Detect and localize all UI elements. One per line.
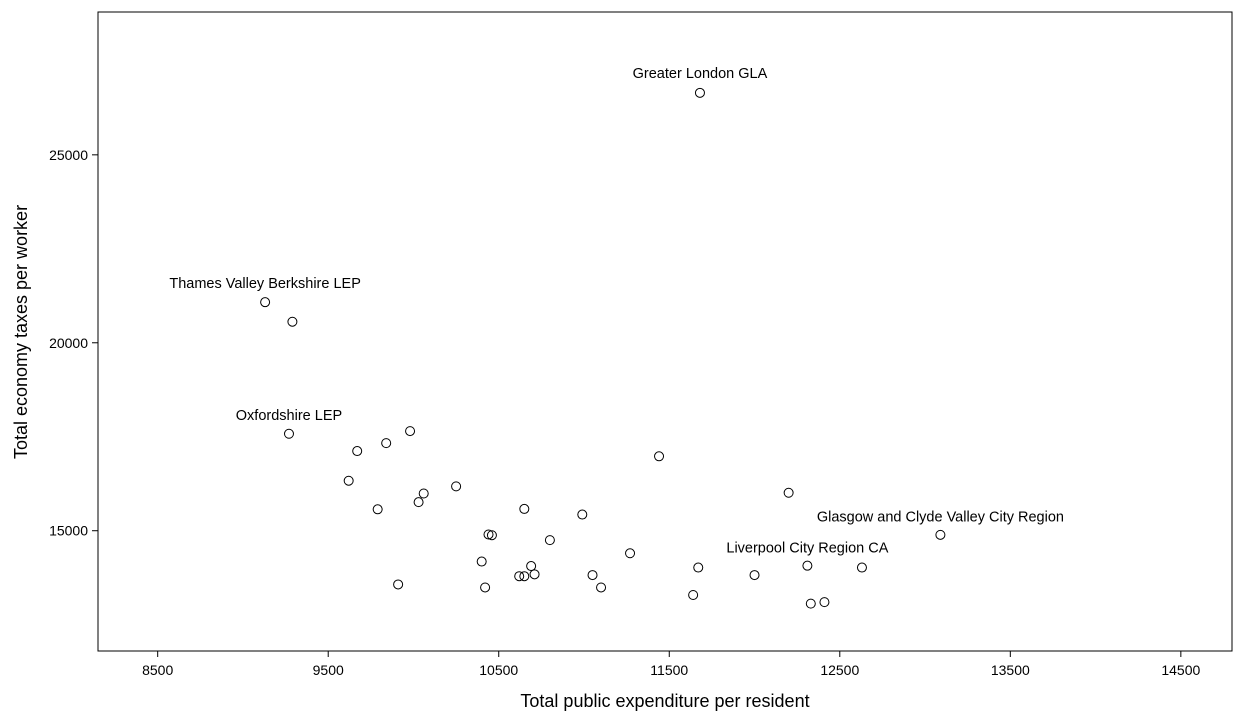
data-point xyxy=(654,451,665,462)
data-point xyxy=(486,530,497,541)
point-label: Oxfordshire LEP xyxy=(236,408,342,424)
y-axis: 15000 20000 25000 xyxy=(49,147,98,539)
point-label: Thames Valley Berkshire LEP xyxy=(169,276,361,292)
data-point xyxy=(483,529,494,540)
data-point xyxy=(405,426,416,437)
data-point xyxy=(749,570,760,581)
data-point xyxy=(596,582,607,593)
data-point xyxy=(519,571,530,582)
y-tick-label: 20000 xyxy=(49,335,88,351)
x-tick-label: 8500 xyxy=(142,662,173,678)
data-point xyxy=(805,598,816,609)
data-point xyxy=(526,561,537,572)
data-point xyxy=(480,582,491,593)
data-point xyxy=(519,503,530,514)
data-point xyxy=(283,428,294,439)
y-tick-label: 25000 xyxy=(49,147,88,163)
x-axis: 8500 9500 10500 11500 12500 13500 14500 xyxy=(142,651,1201,678)
data-point xyxy=(587,570,598,581)
data-point xyxy=(694,87,705,98)
data-point xyxy=(819,597,830,608)
data-points xyxy=(260,87,946,609)
data-point xyxy=(625,548,636,559)
y-tick-label: 15000 xyxy=(49,523,88,539)
data-point xyxy=(372,504,383,515)
data-point xyxy=(381,438,392,449)
data-point xyxy=(260,297,271,308)
data-point xyxy=(343,475,354,486)
x-tick-label: 14500 xyxy=(1161,662,1200,678)
data-point xyxy=(935,529,946,540)
x-tick-label: 12500 xyxy=(820,662,859,678)
data-point xyxy=(514,571,525,582)
x-tick-label: 13500 xyxy=(991,662,1030,678)
data-point xyxy=(544,535,555,546)
data-point xyxy=(287,316,298,327)
data-point xyxy=(577,509,588,520)
data-point xyxy=(688,589,699,600)
data-point xyxy=(393,579,404,590)
x-tick-label: 11500 xyxy=(650,662,688,678)
point-annotations: Greater London GLA Thames Valley Berkshir… xyxy=(169,66,1064,557)
data-point xyxy=(413,497,424,508)
point-label: Greater London GLA xyxy=(633,66,768,82)
data-point xyxy=(783,487,794,498)
plot-area-frame xyxy=(97,11,1233,652)
x-tick-label: 9500 xyxy=(313,662,344,678)
point-label: Liverpool City Region CA xyxy=(726,541,888,557)
data-point xyxy=(856,562,867,573)
data-point xyxy=(476,556,487,567)
data-point xyxy=(352,446,363,457)
data-point xyxy=(418,488,429,499)
x-axis-title: Total public expenditure per resident xyxy=(520,691,809,711)
data-point xyxy=(529,569,540,580)
data-point xyxy=(451,481,462,492)
y-axis-title: Total economy taxes per worker xyxy=(11,205,31,459)
point-label: Glasgow and Clyde Valley City Region xyxy=(817,509,1064,525)
data-point xyxy=(693,562,704,573)
data-point xyxy=(802,560,813,571)
x-tick-label: 10500 xyxy=(479,662,518,678)
